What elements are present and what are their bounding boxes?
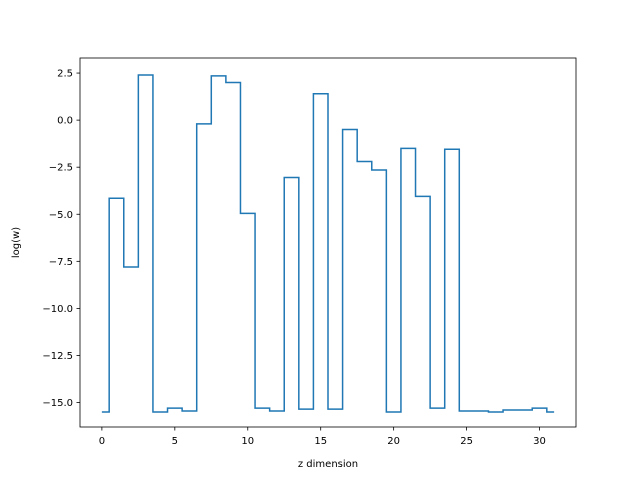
x-tick-label: 0	[99, 436, 105, 447]
y-tick-label: −5.0	[49, 210, 73, 221]
x-tick-label: 5	[172, 436, 178, 447]
y-tick-label: −2.5	[49, 163, 73, 174]
x-tick-label: 20	[387, 436, 400, 447]
x-tick-label: 25	[460, 436, 473, 447]
y-axis-label: log(w)	[11, 227, 22, 258]
x-tick-label: 10	[241, 436, 254, 447]
series-line	[101, 74, 555, 413]
y-tick-label: −12.5	[42, 351, 73, 362]
x-axis: 0 5 10 15 20 25 30	[99, 427, 546, 447]
y-tick-label: 0.0	[57, 116, 73, 127]
x-tick-label: 15	[314, 436, 327, 447]
y-tick-label: −15.0	[42, 398, 73, 409]
x-tick-label: 30	[533, 436, 546, 447]
x-axis-label: z dimension	[298, 459, 358, 470]
y-axis: −15.0 −12.5 −10.0 −7.5 −5.0 −2.5 0.0 2.5	[42, 69, 80, 409]
y-tick-label: −7.5	[49, 257, 73, 268]
y-tick-label: −10.0	[42, 304, 73, 315]
axes-frame	[79, 57, 577, 428]
y-tick-label: 2.5	[57, 69, 73, 80]
